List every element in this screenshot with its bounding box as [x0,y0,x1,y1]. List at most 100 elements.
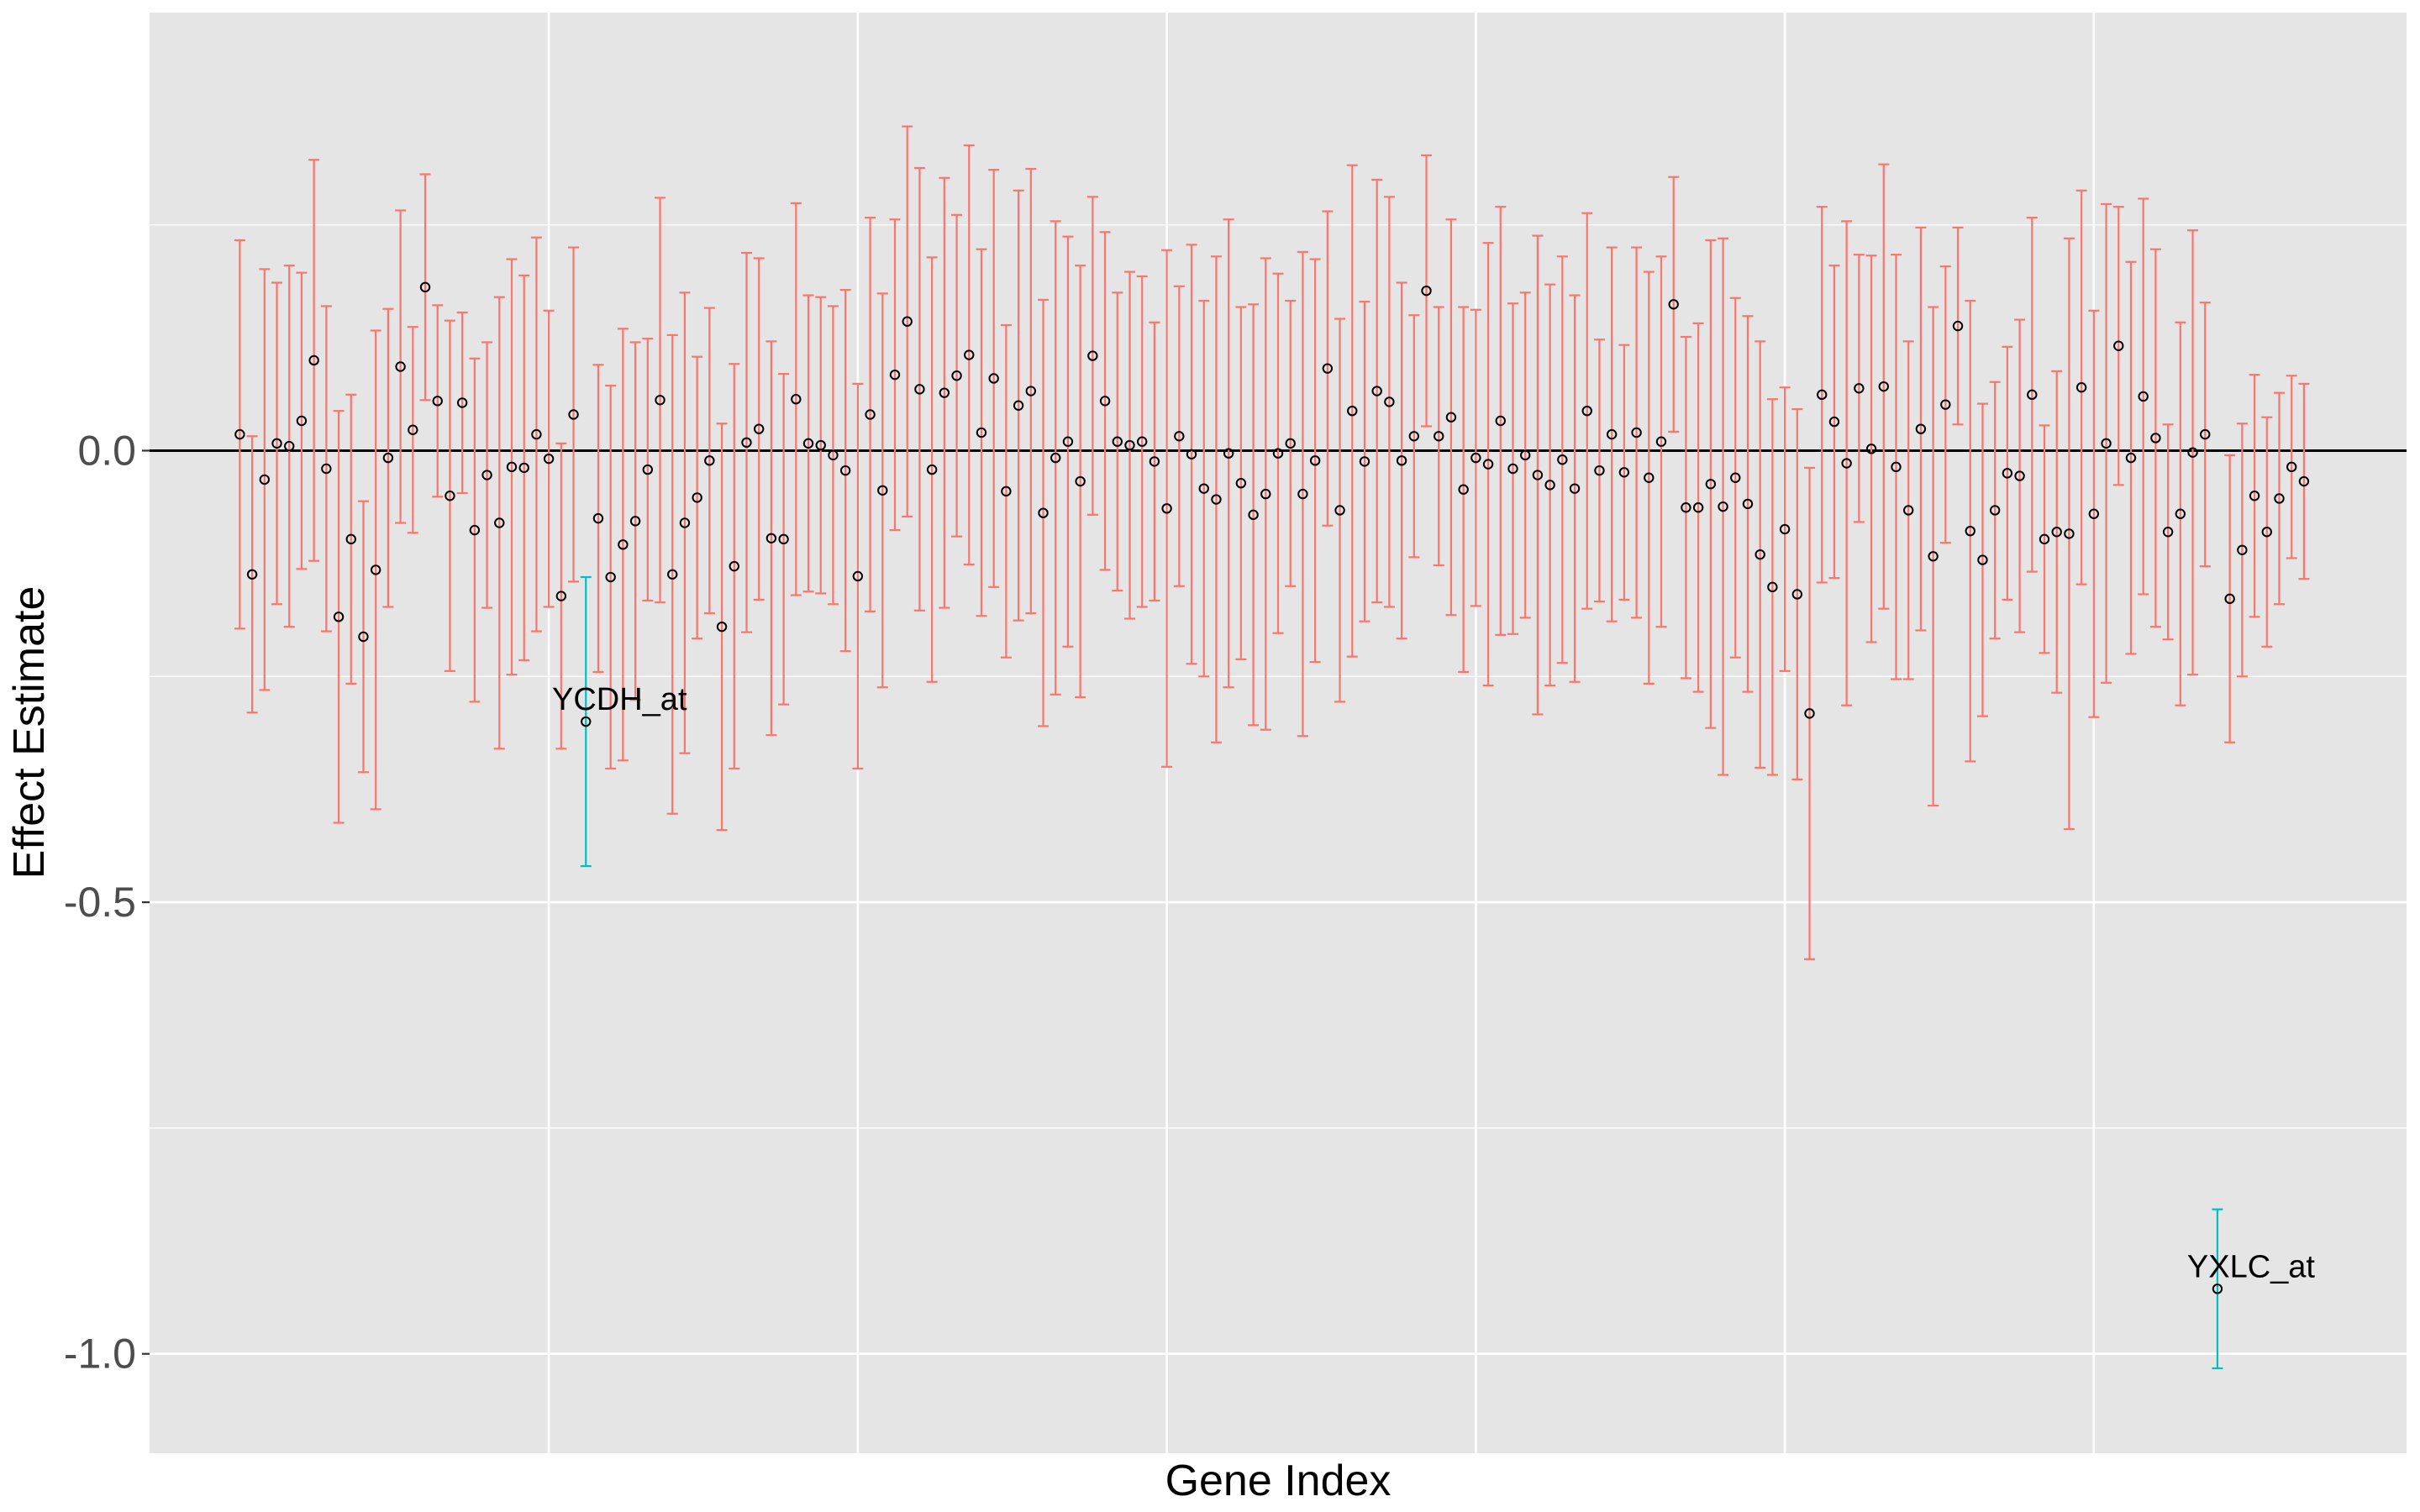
highlight-label: YCDH_at [552,682,687,717]
point-estimate [234,428,245,440]
error-bar [481,341,493,609]
error-bar [2236,423,2248,678]
error-bar [1643,270,1655,685]
error-bar [2026,216,2038,573]
point-estimate [2187,447,2198,458]
error-bar [963,144,975,566]
point-estimate [1569,483,1581,494]
error-bar [1581,212,1593,610]
point-estimate [852,570,864,582]
error-bar [1123,270,1135,620]
y-tick-label: 0.0 [77,427,136,474]
error-bar [926,256,938,683]
error-bar [1309,258,1321,664]
point-estimate [2101,438,2112,449]
point-estimate [1408,431,1420,442]
error-bar [1371,178,1383,604]
error-bar [2039,424,2050,654]
point-estimate [2298,475,2310,487]
point-estimate [2286,461,2297,473]
error-bar [1062,235,1074,648]
point-estimate [2051,527,2062,538]
point-estimate [765,533,777,543]
point-estimate [1087,350,1098,361]
point-estimate [1606,428,1618,440]
point-estimate [1928,551,1939,562]
error-bar [271,281,283,606]
point-estimate [914,384,925,395]
point-estimate [964,349,975,360]
error-bar [1507,302,1518,635]
point-estimate [1334,505,1345,516]
point-estimate [1718,501,1728,512]
error-bar [259,268,271,691]
error-bar [1618,344,1630,601]
error-bar [1902,340,1914,680]
error-bar [1000,323,1012,659]
error-bar [617,328,629,762]
point-estimate [1136,436,1148,447]
point-estimate [2039,533,2050,545]
point-estimate [1495,415,1506,427]
point-estimate [2212,1284,2223,1294]
error-bar [1260,257,1271,731]
error-bar [1853,254,1865,523]
error-bar [1223,218,1234,689]
point-estimate [308,354,319,366]
point-estimate [1730,472,1741,483]
error-bar [1383,196,1395,608]
error-bar [1915,226,1927,632]
panel-background [150,13,2407,1453]
point-estimate [382,452,394,464]
error-bar [2286,375,2297,559]
error-bar [703,307,715,615]
error-bar [1890,254,1902,680]
error-bar [1606,246,1618,622]
error-bar [1668,176,1680,433]
error-bar [827,305,839,606]
point-estimate [432,396,443,407]
error-bar [1532,234,1544,716]
error-bar [1742,315,1754,693]
point-estimate [2113,340,2124,351]
error-bar [1631,246,1643,619]
error-bar [382,307,394,608]
error-bar [951,213,963,538]
error-bar [1828,264,1840,580]
point-estimate [481,470,492,480]
error-bar [902,125,913,518]
point-estimate [1013,400,1024,411]
point-estimate [1235,477,1247,489]
error-bar [1408,314,1420,559]
error-bar [1359,300,1370,622]
error-bar [333,410,345,824]
point-estimate [1384,396,1395,407]
point-estimate [592,512,604,524]
point-estimate [1767,581,1778,593]
point-estimate [1421,285,1432,297]
error-bar [1865,255,1877,643]
point-estimate [333,612,345,622]
error-bar [2261,416,2273,648]
error-bar [1322,210,1334,527]
point-estimate [1038,507,1049,518]
error-bar [815,296,827,595]
point-estimate [1482,459,1494,470]
error-bar [889,218,901,532]
point-estimate [753,423,765,434]
point-estimate [1149,456,1160,467]
error-bar [2112,206,2124,486]
point-estimate [815,439,826,451]
error-bar [1013,189,1024,622]
point-estimate [1050,452,1061,464]
point-estimate [1445,412,1457,423]
point-estimate [321,463,332,475]
point-estimate [1396,455,1407,466]
point-estimate [568,409,579,420]
error-bar [283,264,295,628]
point-estimate [2027,389,2038,401]
error-bar [345,393,357,685]
point-estimate [1112,436,1123,447]
error-bar [1421,154,1433,428]
point-estimate [1544,480,1555,491]
